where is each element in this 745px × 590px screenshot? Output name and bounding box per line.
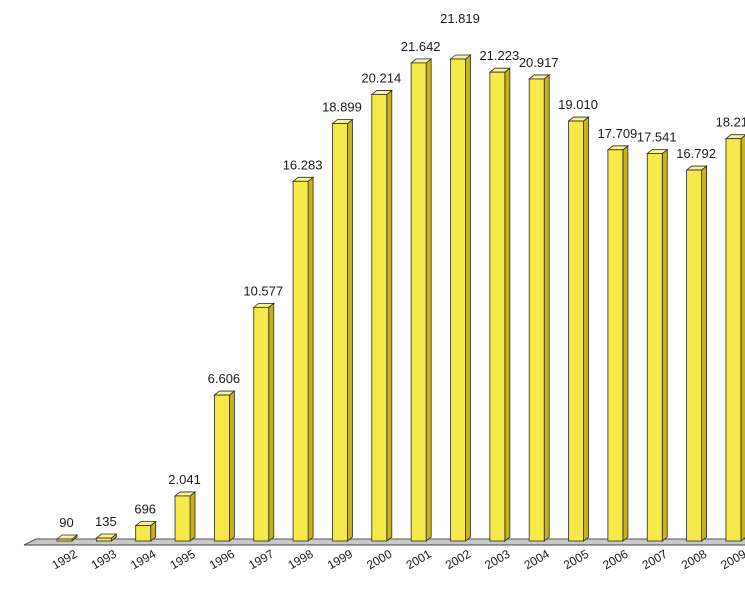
x-tick-2002: 2002 (443, 547, 473, 573)
x-tick-1992: 1992 (49, 547, 79, 573)
bar-2004 (528, 74, 551, 542)
value-label-2002: 21.819 (440, 11, 480, 26)
value-labels: 90 135 696 2.041 6.606 10.577 16.283 18.899 20.2… (59, 11, 745, 530)
x-tick-2003: 2003 (482, 547, 512, 573)
bar-2003 (488, 67, 511, 542)
value-label-1993: 135 (95, 514, 117, 529)
value-label-2007: 17.541 (637, 130, 677, 145)
value-label-2005: 19.010 (558, 97, 598, 112)
value-label-2008: 16.792 (676, 146, 716, 161)
bar-1998 (291, 176, 315, 542)
x-tick-1996: 1996 (207, 547, 237, 573)
bar-1997 (252, 302, 275, 542)
value-label-2000: 20.214 (361, 70, 401, 85)
bar-1992 (55, 534, 79, 542)
x-tick-1995: 1995 (167, 547, 197, 573)
x-tick-1993: 1993 (89, 547, 119, 573)
x-tick-2000: 2000 (364, 547, 394, 573)
value-label-2001: 21.642 (401, 39, 441, 54)
bar-1999 (331, 118, 354, 542)
bar-2009 (724, 134, 745, 542)
bar-1993 (95, 533, 118, 542)
x-tick-1994: 1994 (128, 547, 158, 573)
value-label-1996: 6.606 (208, 371, 241, 386)
value-label-1998: 16.283 (283, 157, 323, 172)
x-tick-2001: 2001 (404, 547, 434, 573)
bar-2005 (567, 116, 590, 542)
bar-2001 (410, 58, 433, 542)
x-tick-2006: 2006 (600, 547, 630, 573)
x-tick-1997: 1997 (246, 547, 276, 573)
x-tick-2007: 2007 (640, 547, 670, 573)
x-tick-2009: 2009 (718, 547, 745, 573)
bar-1995 (173, 491, 197, 542)
chart-floor (23, 538, 745, 546)
x-tick-1998: 1998 (286, 547, 316, 573)
x-tick-2005: 2005 (561, 547, 591, 573)
value-label-1999: 18.899 (322, 100, 362, 115)
bar-1996 (213, 390, 236, 542)
value-label-2003: 21.223 (479, 48, 519, 63)
x-tick-2004: 2004 (522, 547, 552, 573)
bar-2007 (646, 148, 669, 542)
bar-1994 (134, 520, 157, 542)
value-label-1995: 2.041 (168, 472, 201, 487)
bar-2008 (685, 165, 708, 542)
value-label-2006: 17.709 (598, 126, 638, 141)
bar-2002 (449, 54, 472, 542)
bar-series (55, 54, 745, 542)
value-label-1997: 10.577 (243, 283, 283, 298)
value-label-2004: 20.917 (519, 55, 559, 70)
x-tick-2008: 2008 (679, 547, 709, 573)
x-tick-1999: 1999 (325, 547, 355, 573)
bar-2000 (370, 89, 393, 542)
value-label-2009: 18.212 (716, 115, 745, 130)
value-label-1994: 696 (134, 502, 156, 517)
value-label-1992: 90 (59, 515, 73, 530)
bar-2006 (606, 144, 630, 542)
x-axis-ticks: 1992 1993 1994 1995 1996 1997 1998 1999 2000 2001… (49, 547, 745, 573)
